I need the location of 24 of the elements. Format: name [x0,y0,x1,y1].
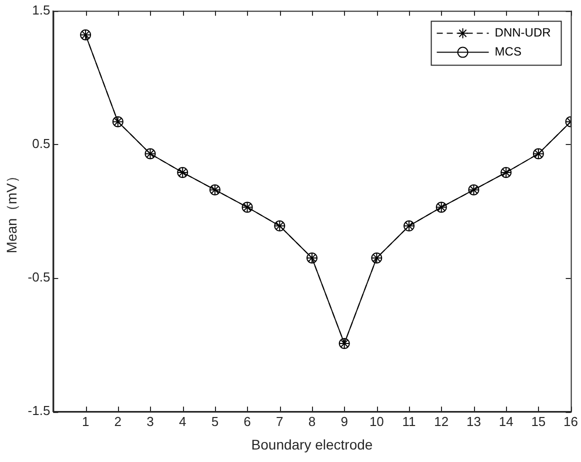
legend-label: MCS [494,44,522,59]
x-tick-label: 12 [434,414,449,429]
x-tick-label: 14 [498,414,514,429]
y-axis-title: Mean（mV） [3,169,20,254]
x-tick-label: 10 [369,414,384,429]
x-axis-title: Boundary electrode [251,436,373,452]
x-tick-label: 6 [244,414,251,429]
x-tick-label: 16 [564,414,578,429]
x-tick-label: 4 [178,414,186,429]
y-tick-label: 1.5 [32,2,50,18]
y-tick-label: 0.5 [32,136,50,151]
y-tick-label: -1.5 [28,403,50,418]
x-tick-label: 8 [308,414,316,429]
x-tick-label: 1 [82,414,90,429]
x-tick-label: 7 [276,414,284,429]
x-tick-label: 13 [466,414,481,429]
y-tick-label: -0.5 [28,270,50,285]
x-tick-label: 9 [340,414,348,429]
x-tick-label: 3 [146,414,154,429]
x-tick-label: 2 [114,414,122,429]
x-tick-label: 5 [211,414,219,429]
x-tick-label: 11 [402,414,416,429]
legend-label: DNN-UDR [494,26,552,40]
x-tick-label: 15 [531,414,546,429]
